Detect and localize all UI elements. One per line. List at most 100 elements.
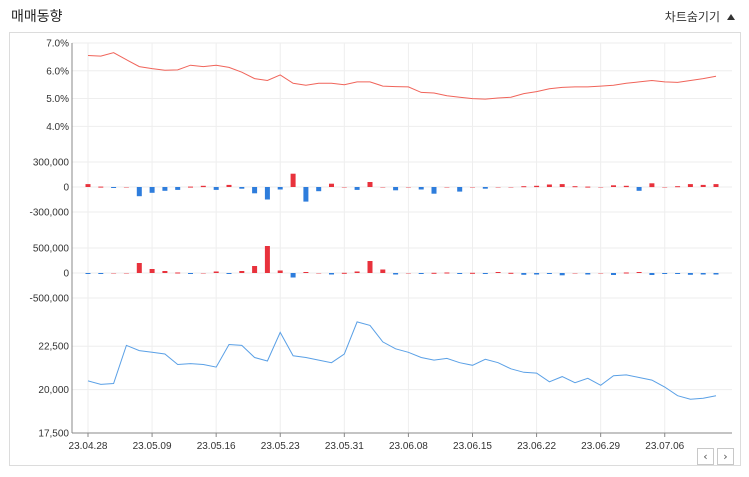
institution-net-bar: [611, 273, 616, 275]
foreign-net-bar: [649, 183, 655, 188]
foreign-net-bar: [431, 187, 437, 194]
foreign-net-bar: [303, 187, 309, 202]
chart-container: 7.0% 6.0% 5.0% 4.0% 300,000 0 -300,000 500,000 0…: [9, 32, 741, 466]
institution-net-bar: [687, 273, 693, 275]
institution-net-bar: [200, 273, 206, 274]
x-tick-label: 23.05.23: [261, 441, 300, 452]
foreign-net-bar: [175, 187, 181, 190]
institution-net-bar: [329, 273, 334, 275]
y-tick-label: 4.0%: [46, 122, 69, 133]
institution-net-bar: [136, 263, 142, 273]
x-tick-label: 23.05.31: [325, 441, 364, 452]
x-tick-label: 23.04.28: [69, 441, 108, 452]
institution-net-bar: [239, 271, 245, 273]
foreign-net-bar: [226, 184, 232, 187]
institution-net-bar: [264, 246, 270, 273]
institution-net-bar: [111, 273, 117, 274]
x-tick-label: 23.06.22: [517, 441, 556, 452]
y-tick-label: -300,000: [30, 208, 70, 219]
foreign-net-bar: [200, 185, 206, 188]
institution-net-bar: [636, 272, 642, 273]
foreign-net-bar: [495, 187, 501, 188]
foreign-net-bar: [380, 187, 386, 188]
foreign-net-bar: [290, 173, 296, 187]
foreign-net-bar: [572, 186, 578, 188]
foreign-net-bar: [252, 187, 258, 194]
foreign-net-bar: [354, 187, 360, 190]
foreign-net-bar: [329, 183, 334, 187]
foreign-net-bar: [559, 184, 565, 187]
foreign-net-bar: [316, 187, 322, 192]
institution-net-bar: [649, 273, 655, 275]
institution-net-bar: [470, 272, 475, 274]
institution-net-bar: [713, 273, 719, 275]
institution-net-bar: [85, 273, 91, 274]
foreign-net-bar: [700, 184, 706, 187]
foreign-net-bar: [598, 187, 604, 188]
chart-toggle-button[interactable]: 차트숨기기: [665, 8, 735, 25]
foreign-net-bar: [239, 187, 245, 189]
institution-net-bar: [418, 273, 424, 274]
institution-net-bar: [700, 273, 706, 275]
foreign-net-bar: [393, 187, 399, 191]
institution-net-bar: [341, 272, 347, 274]
y-tick-label: 6.0%: [46, 66, 69, 77]
x-tick-label: 23.06.15: [453, 441, 492, 452]
rate-line: [87, 52, 717, 100]
next-page-button[interactable]: ›: [717, 448, 734, 465]
institution-net-bar: [623, 272, 629, 274]
institution-net-bar: [457, 273, 463, 274]
institution-net-bar: [188, 273, 193, 274]
y-tick-label: 20,000: [38, 385, 69, 396]
institution-net-bar: [367, 261, 373, 273]
foreign-net-bar: [662, 187, 668, 188]
foreign-net-bar: [675, 186, 681, 188]
institution-net-bar: [675, 273, 681, 274]
institution-net-bar: [290, 273, 296, 278]
y-tick-label: 7.0%: [46, 39, 69, 50]
institution-net-bar: [431, 272, 437, 274]
foreign-net-bar: [277, 187, 283, 190]
institution-net-bar: [495, 272, 501, 273]
institution-net-bar: [482, 273, 488, 274]
foreign-net-bar: [188, 186, 193, 188]
x-tick-label: 23.05.16: [197, 441, 236, 452]
foreign-net-bar: [687, 184, 693, 187]
institution-net-bar: [252, 266, 258, 273]
institution-net-bar: [123, 273, 129, 274]
foreign-net-bar: [405, 187, 411, 188]
prev-page-button[interactable]: ‹: [697, 448, 714, 465]
foreign-net-bar: [111, 187, 117, 188]
institution-net-bar: [303, 272, 309, 273]
foreign-net-bar: [149, 187, 155, 193]
y-tick-label: 500,000: [33, 244, 70, 255]
institution-net-bar: [585, 273, 591, 275]
y-tick-label: 0: [63, 269, 69, 280]
foreign-net-bar: [546, 184, 552, 187]
y-tick-label: 22,500: [38, 342, 69, 353]
institution-net-bar: [598, 273, 604, 274]
foreign-net-bar: [444, 187, 450, 188]
y-tick-label: 5.0%: [46, 94, 69, 105]
institution-net-bar: [662, 273, 668, 274]
foreign-net-bar: [418, 187, 424, 190]
y-tick-label: 17,500: [38, 429, 69, 440]
x-tick-label: 23.05.09: [133, 441, 172, 452]
institution-net-bar: [508, 272, 514, 274]
chart-toggle-label: 차트숨기기: [664, 10, 720, 24]
caret-up-icon: [727, 13, 735, 20]
foreign-net-bar: [85, 184, 91, 187]
institution-net-bar: [534, 273, 540, 275]
x-tick-label: 23.07.06: [645, 441, 684, 452]
y-tick-label: 300,000: [33, 158, 70, 169]
foreign-net-bar: [623, 185, 629, 188]
institution-net-bar: [162, 271, 168, 273]
foreign-net-bar: [534, 185, 540, 188]
institution-net-bar: [98, 273, 104, 274]
x-tick-label: 23.06.08: [389, 441, 428, 452]
institution-net-bar: [521, 273, 527, 275]
institution-net-bar: [393, 273, 399, 275]
foreign-net-bar: [162, 187, 168, 191]
foreign-net-bar: [508, 187, 514, 188]
x-tick-label: 23.06.29: [581, 441, 620, 452]
